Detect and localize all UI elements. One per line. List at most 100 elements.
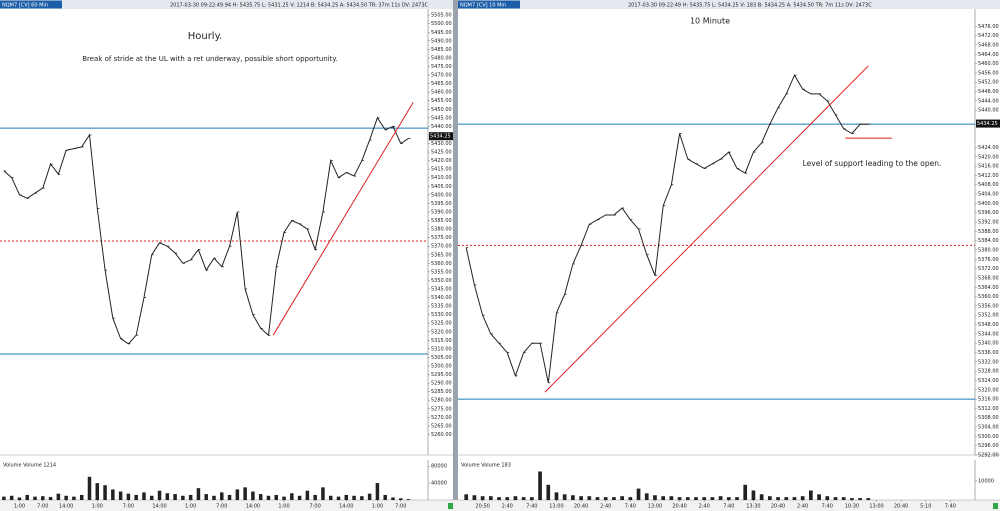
volume-bar xyxy=(669,496,674,500)
y-tick-label: 5325.00 xyxy=(431,321,452,327)
volume-bar xyxy=(142,492,146,500)
volume-bar xyxy=(157,490,162,500)
volume-bar xyxy=(212,495,216,500)
y-tick-label: 5470.00 xyxy=(431,73,452,79)
volume-bar xyxy=(305,490,310,500)
y-tick-label: 5365.00 xyxy=(431,252,452,258)
volume-bar xyxy=(784,497,789,500)
y-tick-label: 5270.00 xyxy=(431,415,452,421)
y-tick-label: 5304.00 xyxy=(978,425,999,431)
y-tick-label: 5468.00 xyxy=(978,42,999,48)
volume-bar xyxy=(235,489,240,500)
x-tick-label: 10:30 xyxy=(845,504,859,510)
y-tick-label: 5440.00 xyxy=(978,108,999,114)
y-tick-label: 80000 xyxy=(431,464,447,470)
volume-bar xyxy=(472,495,477,500)
y-tick-label: 5332.00 xyxy=(978,359,999,365)
y-tick-label: 5396.00 xyxy=(978,210,999,216)
volume-bar xyxy=(735,497,739,500)
volume-bar xyxy=(571,495,575,500)
volume-bar xyxy=(41,496,45,500)
y-tick-label: 5316.00 xyxy=(978,397,999,403)
annotation: Break of stride at the UL with a ret und… xyxy=(82,55,338,63)
volume-bar xyxy=(792,497,797,500)
y-tick-label: 5310.00 xyxy=(431,346,452,352)
volume-bar xyxy=(628,497,633,500)
y-tick-label: 5330.00 xyxy=(431,312,452,318)
volume-bar xyxy=(644,493,649,500)
volume-bar xyxy=(56,493,61,500)
y-tick-label: 5412.00 xyxy=(978,173,999,179)
x-tick-label: 7:00 xyxy=(216,504,227,510)
volume-bar xyxy=(360,496,364,500)
y-tick-label: 5372.00 xyxy=(978,266,999,272)
chart-status: 2017-03-30 09:22:49.94 H: 5435.75 L: 543… xyxy=(170,2,429,8)
y-tick-label: 5404.00 xyxy=(978,192,999,198)
volume-bar xyxy=(48,497,53,500)
y-tick-label: 5420.00 xyxy=(978,154,999,160)
volume-bar xyxy=(2,496,6,500)
annotation: 10 Minute xyxy=(690,17,730,26)
y-tick-label: 5495.00 xyxy=(431,30,452,36)
volume-bar xyxy=(546,484,551,500)
volume-bar xyxy=(321,487,325,500)
y-tick-label: 5352.00 xyxy=(978,313,999,319)
volume-bar xyxy=(817,494,821,500)
y-tick-label: 5388.00 xyxy=(978,229,999,235)
y-tick-label: 5340.00 xyxy=(431,295,452,301)
volume-bar xyxy=(181,495,185,500)
volume-bar xyxy=(587,496,592,500)
status-indicator xyxy=(993,503,998,509)
y-tick-label: 5350.00 xyxy=(431,278,452,284)
last-price-tag xyxy=(429,132,453,141)
volume-bar xyxy=(64,495,68,500)
trend-line xyxy=(544,65,869,393)
y-tick-label: 5410.00 xyxy=(431,175,452,181)
volume-bar xyxy=(95,483,100,500)
volume-bar xyxy=(328,495,333,500)
y-tick-label: 5305.00 xyxy=(431,355,452,361)
symbol-box xyxy=(0,0,62,9)
volume-bar xyxy=(118,491,123,500)
y-tick-label: 40000 xyxy=(431,481,447,487)
y-tick-label: 5380.00 xyxy=(978,247,999,253)
y-tick-label: 5416.00 xyxy=(978,164,999,170)
x-tick-label: 7:40 xyxy=(625,504,636,510)
volume-bar xyxy=(282,496,286,500)
price-line xyxy=(3,116,409,345)
y-tick-label: 5348.00 xyxy=(978,322,999,328)
volume-bar xyxy=(767,496,772,500)
y-tick-label: 5480.00 xyxy=(431,55,452,61)
y-tick-label: 5440.00 xyxy=(431,124,452,130)
x-tick-label: 5:10 xyxy=(920,504,931,510)
volume-bar xyxy=(521,497,526,500)
y-tick-label: 5295.00 xyxy=(431,372,452,378)
volume-bar xyxy=(227,494,232,500)
volume-bar xyxy=(480,496,485,500)
volume-bar xyxy=(759,494,764,500)
y-tick-label: 5355.00 xyxy=(431,269,452,275)
y-tick-label: 5500.00 xyxy=(431,21,452,27)
volume-bar xyxy=(33,496,37,500)
y-tick-label: 5368.00 xyxy=(978,275,999,281)
volume-bar xyxy=(188,494,193,500)
panel-divider xyxy=(453,0,458,511)
volume-bar xyxy=(17,497,22,500)
volume-bar xyxy=(313,494,317,500)
volume-bar xyxy=(636,488,641,500)
y-tick-label: 5300.00 xyxy=(978,434,999,440)
x-tick-label: 7:40 xyxy=(723,504,734,510)
volume-bar xyxy=(841,497,846,500)
volume-bar xyxy=(776,497,780,500)
volume-bar xyxy=(204,494,208,500)
volume-bar xyxy=(743,484,748,500)
volume-bar xyxy=(530,497,534,500)
volume-bar xyxy=(685,497,690,500)
x-tick-label: 2:40 xyxy=(502,504,513,510)
y-tick-label: 5384.00 xyxy=(978,238,999,244)
x-tick-label: 1:00 xyxy=(92,504,103,510)
x-tick-label: 7:40 xyxy=(526,504,537,510)
chart-symbol: NQM7 [CV] 10 Min xyxy=(460,2,506,8)
y-tick-label: 5360.00 xyxy=(978,294,999,300)
